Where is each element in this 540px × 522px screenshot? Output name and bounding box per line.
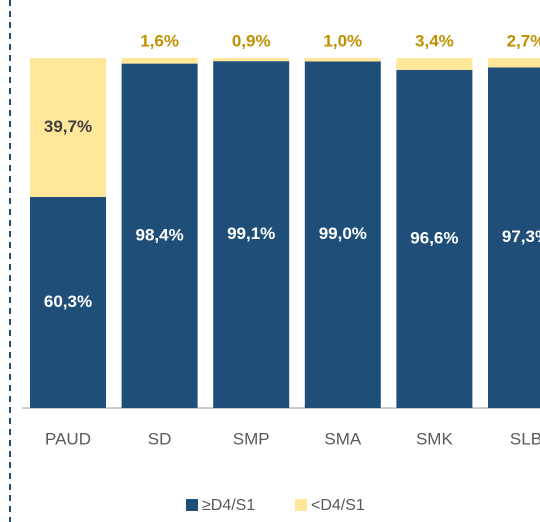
data-label: 0,9%	[232, 31, 271, 50]
legend-label: <D4/S1	[311, 497, 365, 514]
bar-segment	[304, 58, 381, 62]
data-label: 99,0%	[319, 224, 367, 243]
x-tick-label: SMP	[233, 429, 270, 448]
legend-swatch	[186, 499, 198, 511]
data-label: 99,1%	[227, 224, 275, 243]
bar-segment	[488, 67, 540, 408]
data-label: 96,6%	[410, 228, 458, 247]
bar-segment	[121, 63, 198, 408]
legend-swatch	[295, 499, 307, 511]
data-label: 3,4%	[415, 31, 454, 50]
bar-segment	[30, 58, 106, 197]
bar-segment	[396, 69, 473, 409]
bar-segment	[396, 58, 473, 70]
bar-segment	[30, 196, 106, 408]
bar-segment	[213, 58, 290, 62]
x-tick-label: PAUD	[45, 429, 91, 448]
bar-segment	[488, 58, 540, 68]
x-tick-label: SD	[148, 429, 172, 448]
bar-segment	[304, 61, 381, 408]
x-tick-label: SLB	[510, 429, 540, 448]
data-label: 1,6%	[140, 31, 179, 50]
x-tick-label: SMK	[416, 429, 454, 448]
bar-segment	[121, 58, 198, 64]
data-label: 2,7%	[507, 31, 540, 50]
bar-segment	[213, 61, 290, 409]
data-label: 39,7%	[44, 117, 92, 136]
legend-label: ≥D4/S1	[202, 497, 255, 514]
data-label: 97,3%	[502, 227, 540, 246]
data-label: 1,0%	[323, 31, 362, 50]
x-tick-label: SMA	[324, 429, 362, 448]
data-label: 60,3%	[44, 292, 92, 311]
data-label: 98,4%	[135, 225, 183, 244]
